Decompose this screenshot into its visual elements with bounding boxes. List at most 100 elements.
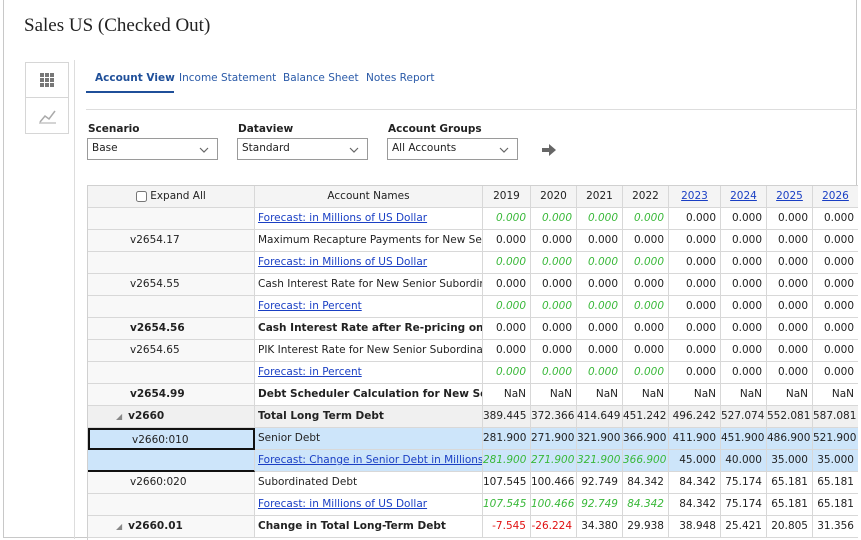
row-id-cell: [88, 450, 255, 472]
value-cell: 0.000: [577, 340, 623, 362]
value-cell: 0.000: [813, 362, 858, 384]
tab[interactable]: Income Statement: [179, 72, 277, 84]
value-cell: 0.000: [669, 296, 721, 318]
value-cell: 65.181: [767, 494, 813, 516]
year-header[interactable]: 2024: [721, 186, 767, 208]
value-cell: 389.445: [483, 406, 531, 428]
header-cell: Account Names: [255, 186, 483, 208]
value-cell: 0.000: [531, 274, 577, 296]
row-id-cell: v2654.56: [88, 318, 255, 340]
value-cell: 29.938: [623, 516, 669, 538]
year-header[interactable]: 2026: [813, 186, 858, 208]
value-cell: 45.000: [669, 450, 721, 472]
value-cell: 84.342: [623, 472, 669, 494]
unit-link[interactable]: Forecast: in Percent: [255, 296, 483, 318]
filter-dropdown[interactable]: Standard: [237, 138, 368, 160]
value-cell: 552.081: [767, 406, 813, 428]
value-cell: 65.181: [813, 472, 858, 494]
value-cell: 84.342: [623, 494, 669, 516]
value-cell: 0.000: [669, 340, 721, 362]
value-cell: 0.000: [577, 252, 623, 274]
value-cell: NaN: [577, 384, 623, 406]
value-cell: 0.000: [767, 274, 813, 296]
value-cell: 92.749: [577, 494, 623, 516]
value-cell: 31.356: [813, 516, 858, 538]
value-cell: 281.900: [483, 428, 531, 450]
value-cell: 35.000: [813, 450, 858, 472]
value-cell: 0.000: [483, 362, 531, 384]
value-cell: 65.181: [767, 472, 813, 494]
grid-view-button[interactable]: [25, 62, 69, 98]
row-id-cell: ◢ v2660: [88, 406, 255, 428]
value-cell: 0.000: [813, 252, 858, 274]
account-name: PIK Interest Rate for New Senior Subordi…: [255, 340, 483, 362]
value-cell: 0.000: [483, 230, 531, 252]
value-cell: 321.900: [577, 428, 623, 450]
value-cell: 0.000: [483, 252, 531, 274]
go-arrow[interactable]: [540, 142, 558, 158]
value-cell: 0.000: [767, 230, 813, 252]
value-cell: 92.749: [577, 472, 623, 494]
tab[interactable]: Account View: [95, 72, 175, 84]
unit-link[interactable]: Forecast: in Millions of US Dollar: [255, 208, 483, 230]
collapse-icon[interactable]: ◢: [116, 412, 123, 421]
value-cell: 372.366: [531, 406, 577, 428]
value-cell: 0.000: [813, 230, 858, 252]
value-cell: 0.000: [767, 296, 813, 318]
value-cell: NaN: [767, 384, 813, 406]
value-cell: 414.649: [577, 406, 623, 428]
value-cell: 107.545: [483, 494, 531, 516]
value-cell: 496.242: [669, 406, 721, 428]
unit-link[interactable]: Forecast: in Percent: [255, 362, 483, 384]
value-cell: 0.000: [577, 362, 623, 384]
value-cell: 0.000: [721, 252, 767, 274]
account-name: Senior Debt: [255, 428, 483, 450]
year-header: 2020: [531, 186, 577, 208]
value-cell: 366.900: [623, 450, 669, 472]
unit-link[interactable]: Forecast: in Millions of US Dollar: [255, 252, 483, 274]
row-id-cell: v2654.17: [88, 230, 255, 252]
value-cell: 0.000: [721, 340, 767, 362]
tab[interactable]: Balance Sheet: [283, 72, 359, 84]
filter-label: Dataview: [238, 123, 294, 135]
year-header[interactable]: 2023: [669, 186, 721, 208]
unit-link[interactable]: Forecast: Change in Senior Debt in Milli…: [255, 450, 483, 472]
filter-dropdown[interactable]: All Accounts: [387, 138, 518, 160]
tab[interactable]: Notes Report: [366, 72, 435, 84]
collapse-icon[interactable]: ◢: [116, 522, 123, 531]
value-cell: 0.000: [669, 208, 721, 230]
value-cell: 84.342: [669, 494, 721, 516]
row-id-cell: v2654.99: [88, 384, 255, 406]
chart-icon: [39, 110, 56, 124]
row-id-cell: v2654.65: [88, 340, 255, 362]
filter-dropdown[interactable]: Base: [87, 138, 218, 160]
sidebar-divider: [74, 60, 75, 539]
account-name: Total Long Term Debt: [255, 406, 483, 428]
value-cell: 521.900: [813, 428, 858, 450]
chevron: [199, 147, 209, 153]
value-cell: 0.000: [577, 208, 623, 230]
row-id-cell: v2660:010: [88, 428, 255, 450]
value-cell: 0.000: [483, 296, 531, 318]
year-header: 2019: [483, 186, 531, 208]
value-cell: 0.000: [531, 340, 577, 362]
year-header[interactable]: 2025: [767, 186, 813, 208]
chart-view-button[interactable]: [25, 98, 69, 134]
value-cell: -7.545: [483, 516, 531, 538]
expand-all-checkbox[interactable]: [136, 190, 148, 202]
unit-link[interactable]: Forecast: in Millions of US Dollar: [255, 494, 483, 516]
value-cell: 0.000: [767, 252, 813, 274]
value-cell: 0.000: [721, 230, 767, 252]
row-id-cell: ◢ v2660.01: [88, 516, 255, 538]
value-cell: 0.000: [721, 296, 767, 318]
value-cell: 411.900: [669, 428, 721, 450]
row-id: v2660.01: [128, 520, 183, 532]
value-cell: 271.900: [531, 428, 577, 450]
value-cell: 0.000: [577, 318, 623, 340]
value-cell: 25.421: [721, 516, 767, 538]
account-name: Cash Interest Rate after Re-pricing on N…: [255, 318, 483, 340]
value-cell: 0.000: [721, 274, 767, 296]
value-cell: 0.000: [623, 340, 669, 362]
value-cell: 0.000: [483, 208, 531, 230]
value-cell: 0.000: [767, 318, 813, 340]
